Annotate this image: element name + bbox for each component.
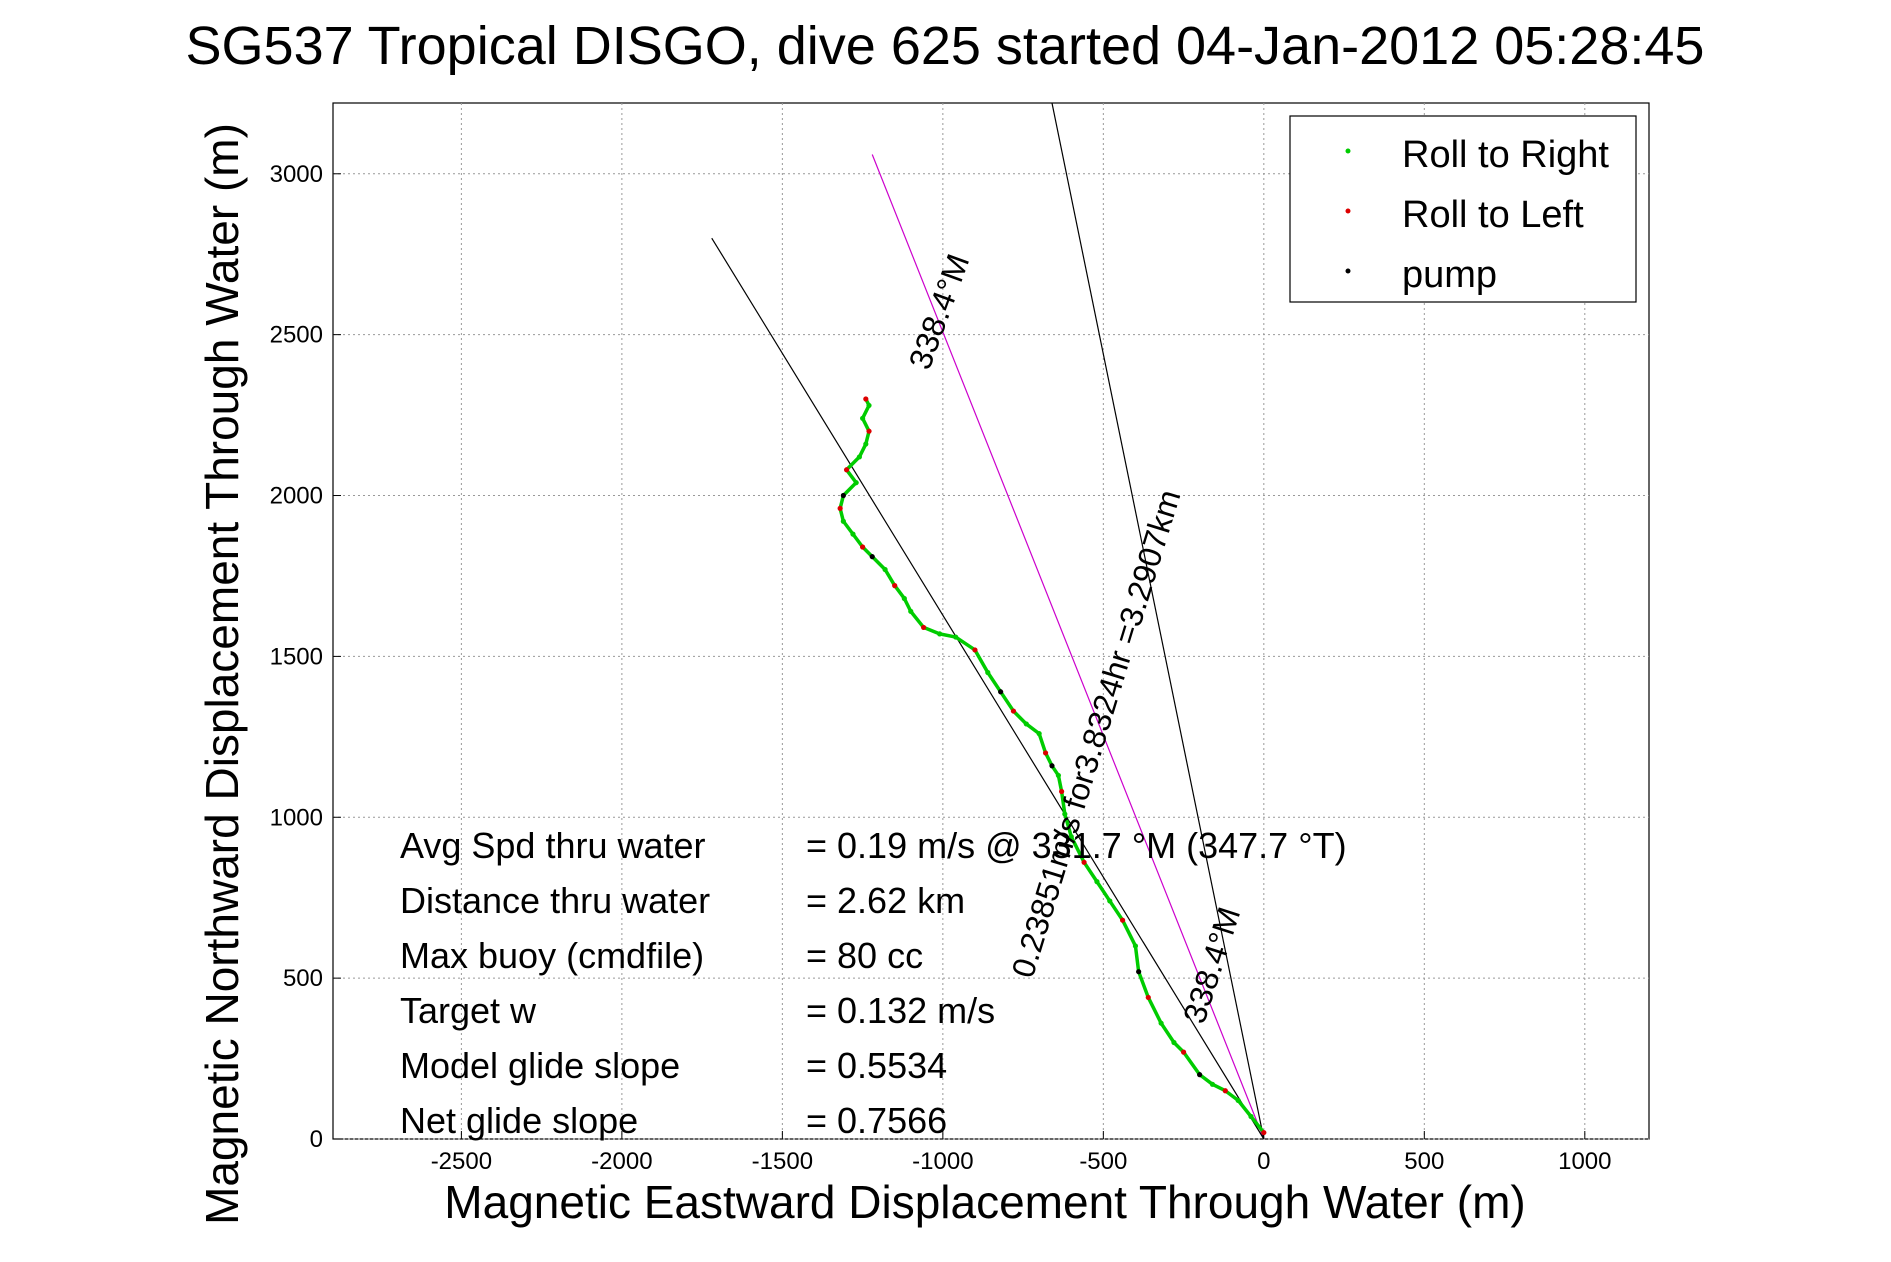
- track-point: [937, 631, 943, 637]
- reference-line: [711, 237, 1265, 1140]
- track-point: [860, 544, 866, 550]
- stat-value: = 0.5534: [806, 1045, 947, 1086]
- track-point: [1248, 1113, 1254, 1120]
- track-point: [837, 505, 843, 511]
- legend-label: pump: [1402, 254, 1497, 296]
- stat-label: Net glide slope: [400, 1100, 638, 1141]
- y-tick-label: 0: [310, 1126, 323, 1153]
- track-point: [1261, 1129, 1267, 1136]
- track-point: [1055, 772, 1062, 779]
- track-point: [882, 566, 888, 573]
- track-point: [1145, 994, 1151, 1001]
- legend-label: Roll to Right: [1402, 134, 1609, 176]
- track-point: [1036, 731, 1042, 737]
- legend-marker: [1345, 148, 1351, 154]
- y-tick-label: 500: [283, 965, 323, 992]
- track-point: [1094, 879, 1100, 885]
- y-tick-label: 1000: [270, 804, 323, 831]
- stat-value: = 0.19 m/s @ 331.7 °M (347.7 °T): [806, 825, 1347, 866]
- track-point: [1068, 833, 1074, 840]
- track-point: [998, 689, 1004, 695]
- track-point: [1158, 1020, 1164, 1026]
- x-tick-label: 500: [1404, 1148, 1444, 1175]
- x-tick-label: -1500: [752, 1148, 813, 1175]
- stat-value: = 80 cc: [806, 935, 923, 976]
- annotation-label: 338.4°M: [902, 249, 977, 374]
- y-ticks: 0 500 1000 1500 2000 2500 3000: [270, 161, 341, 1153]
- y-tick-label: 1500: [270, 643, 323, 670]
- reference-lines: [711, 102, 1265, 1140]
- track-point: [1197, 1072, 1203, 1078]
- x-tick-label: 1000: [1558, 1148, 1611, 1175]
- track-point: [840, 492, 846, 499]
- stat-label: Model glide slope: [400, 1045, 680, 1086]
- x-tick-label: -2500: [431, 1148, 492, 1175]
- stat-value: = 2.62 km: [806, 880, 965, 921]
- stat-label: Max buoy (cmdfile): [400, 935, 704, 976]
- x-axis-label: Magnetic Eastward Displacement Through W…: [444, 1176, 1525, 1228]
- track-point: [985, 669, 991, 676]
- x-tick-label: -500: [1079, 1148, 1127, 1175]
- track-point: [1107, 898, 1113, 904]
- x-tick-label: -2000: [591, 1148, 652, 1175]
- track-point: [843, 467, 850, 473]
- annotation-label: 338.4°M: [1176, 903, 1247, 1028]
- track-point: [869, 554, 875, 560]
- track-point: [1062, 811, 1068, 817]
- track-point: [908, 608, 914, 614]
- legend-label: Roll to Left: [1402, 194, 1584, 236]
- track-point: [850, 531, 856, 537]
- x-tick-label: 0: [1257, 1148, 1270, 1175]
- track-point: [840, 518, 846, 524]
- track-point: [1171, 1039, 1177, 1046]
- x-ticks: -2500 -2000 -1500 -1000 -500 0 500 1000: [431, 1131, 1612, 1175]
- track-point: [1120, 917, 1126, 923]
- track-point: [901, 595, 907, 602]
- stat-label: Target w: [400, 990, 537, 1031]
- track-point: [1049, 763, 1055, 769]
- track-point: [953, 634, 959, 640]
- track-point: [1081, 859, 1087, 865]
- track-point: [972, 647, 978, 653]
- reference-line: [1051, 102, 1265, 1140]
- stat-label: Avg Spd thru water: [400, 825, 706, 866]
- x-tick-label: -1000: [912, 1148, 973, 1175]
- stat-value: = 0.132 m/s: [806, 990, 995, 1031]
- y-tick-label: 2000: [270, 483, 323, 510]
- track-point: [856, 454, 863, 460]
- track-point: [1180, 1049, 1187, 1055]
- plot-frame: [332, 102, 1650, 1140]
- track-point: [1023, 721, 1029, 727]
- track-point: [892, 583, 898, 589]
- track-point: [1010, 708, 1017, 714]
- reference-line: [871, 154, 1265, 1140]
- track-point: [866, 428, 872, 434]
- track-point: [1222, 1088, 1228, 1094]
- dive-stats: Avg Spd thru water = 0.19 m/s @ 331.7 °M …: [400, 825, 1347, 1141]
- track-point: [1235, 1097, 1241, 1103]
- annotation-label: 0.23851m/s for3.8324hr =3.2907km: [1005, 485, 1188, 981]
- y-axis-label: Magnetic Northward Displacement Through …: [196, 123, 248, 1225]
- track-point: [860, 415, 866, 421]
- track-point: [853, 480, 859, 486]
- track-point: [863, 441, 869, 447]
- y-tick-label: 3000: [270, 161, 323, 188]
- chart-title: SG537 Tropical DISGO, dive 625 started 0…: [186, 16, 1705, 76]
- stat-value: = 0.7566: [806, 1100, 947, 1141]
- track-point: [1209, 1081, 1216, 1087]
- stat-label: Distance thru water: [400, 880, 710, 921]
- track-point: [1136, 969, 1142, 975]
- track-point: [1059, 788, 1065, 795]
- glider-track: [837, 396, 1267, 1136]
- track-point: [1042, 750, 1049, 756]
- legend-marker: [1345, 268, 1351, 274]
- track-point: [866, 402, 872, 409]
- legend: Roll to Right Roll to Left pump: [1289, 115, 1637, 303]
- track-point: [863, 396, 869, 402]
- y-tick-label: 2500: [270, 322, 323, 349]
- track-point: [920, 624, 927, 631]
- legend-marker: [1345, 208, 1351, 214]
- track-point: [1132, 943, 1139, 949]
